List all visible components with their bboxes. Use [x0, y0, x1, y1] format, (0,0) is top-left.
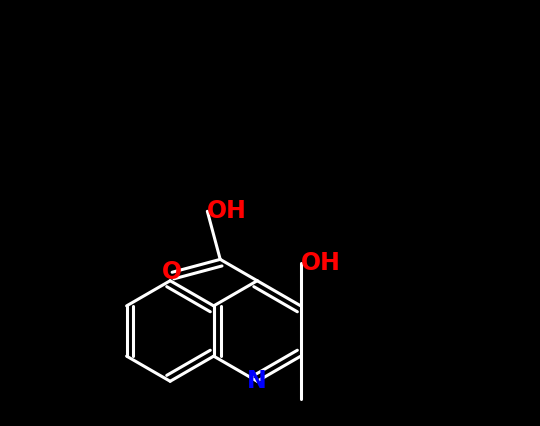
Text: OH: OH: [301, 251, 341, 275]
Text: N: N: [247, 369, 267, 393]
Text: OH: OH: [207, 199, 247, 223]
Text: O: O: [162, 260, 182, 284]
